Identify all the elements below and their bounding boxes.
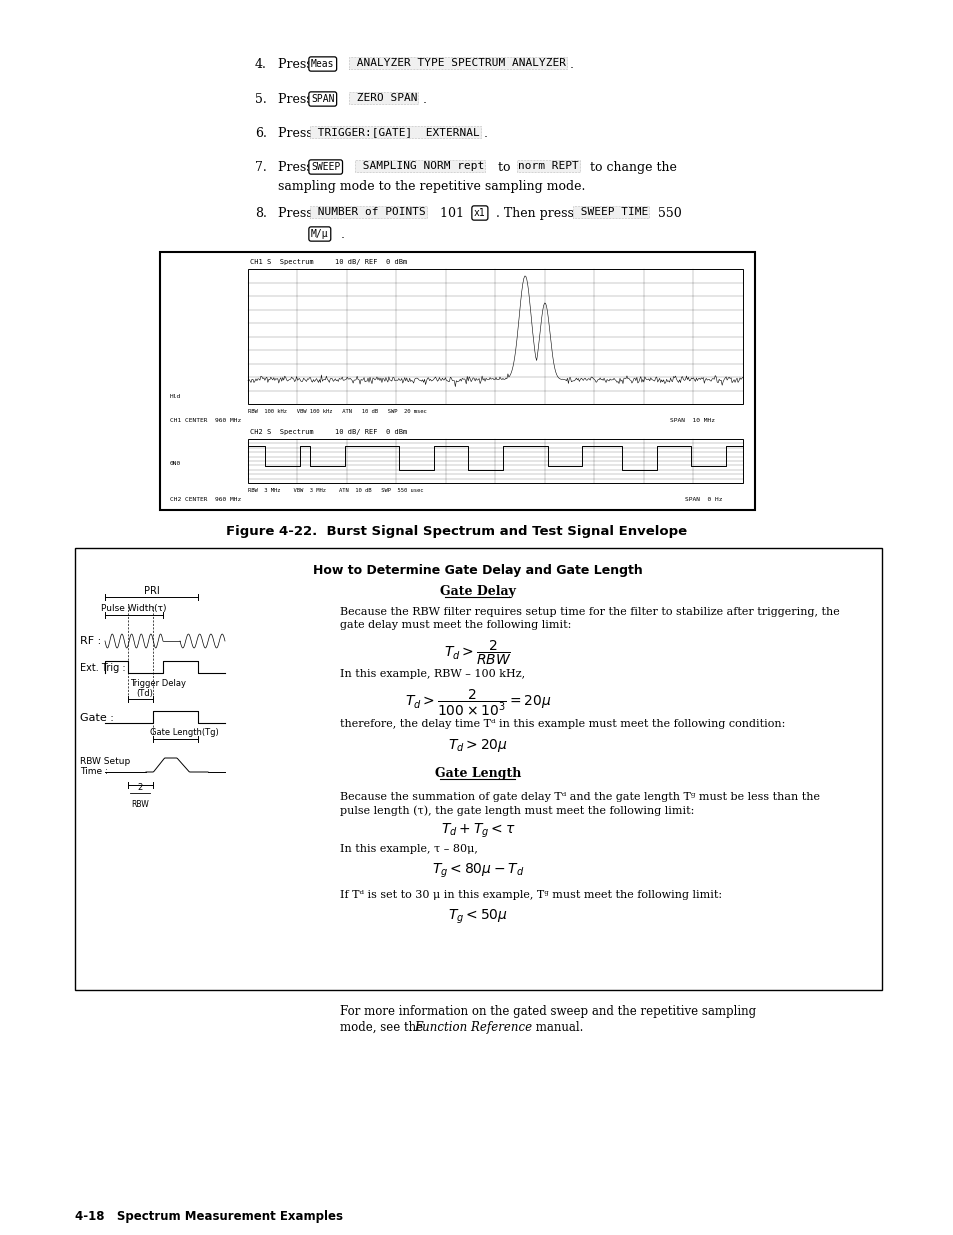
- Text: x1: x1: [474, 207, 485, 219]
- Text: gate delay must meet the following limit:: gate delay must meet the following limit…: [339, 620, 571, 630]
- Text: NUMBER of POINTS: NUMBER of POINTS: [311, 207, 425, 217]
- Text: Gate Length(Tg): Gate Length(Tg): [150, 727, 218, 737]
- Text: $T_d + T_g < \tau$: $T_d + T_g < \tau$: [440, 823, 515, 840]
- Text: ANALYZER TYPE SPECTRUM ANALYZER: ANALYZER TYPE SPECTRUM ANALYZER: [350, 58, 565, 68]
- Text: SWEEP TIME: SWEEP TIME: [574, 207, 648, 217]
- Text: pulse length (τ), the gate length must meet the following limit:: pulse length (τ), the gate length must m…: [339, 805, 694, 815]
- Text: mode, see the: mode, see the: [339, 1021, 426, 1034]
- Bar: [248, 438, 742, 483]
- Text: M/μ: M/μ: [311, 228, 328, 240]
- Bar: [248, 269, 742, 404]
- Text: manual.: manual.: [532, 1021, 583, 1034]
- Text: .: .: [483, 127, 488, 140]
- Text: $T_d > \dfrac{2}{RBW}$: $T_d > \dfrac{2}{RBW}$: [444, 638, 511, 667]
- Text: 550: 550: [654, 207, 681, 220]
- Text: Gate Length: Gate Length: [435, 767, 520, 781]
- Text: CH1 CENTER  960 MHz: CH1 CENTER 960 MHz: [170, 417, 241, 424]
- Text: SWEEP: SWEEP: [311, 162, 340, 172]
- Text: 6.: 6.: [254, 127, 267, 140]
- Text: 8.: 8.: [254, 207, 267, 220]
- Text: Figure 4-22.  Burst Signal Spectrum and Test Signal Envelope: Figure 4-22. Burst Signal Spectrum and T…: [226, 525, 687, 538]
- Text: Time :: Time :: [80, 767, 108, 777]
- Text: RBW: RBW: [131, 800, 149, 809]
- Text: If Tᵈ is set to 30 μ in this example, Tᵍ must meet the following limit:: If Tᵈ is set to 30 μ in this example, Tᵍ…: [339, 890, 721, 900]
- Text: . Then press: . Then press: [496, 207, 578, 220]
- Text: 0N0: 0N0: [170, 461, 181, 466]
- Text: Press: Press: [277, 207, 316, 220]
- Text: Press: Press: [277, 127, 316, 140]
- Text: 101: 101: [436, 207, 468, 220]
- Text: Gate Delay: Gate Delay: [439, 585, 516, 598]
- Text: .: .: [422, 93, 427, 106]
- Text: Ext. Trig :: Ext. Trig :: [80, 663, 126, 673]
- Text: 5.: 5.: [254, 93, 267, 106]
- Text: SPAN  10 MHz: SPAN 10 MHz: [669, 417, 714, 424]
- Text: ZERO SPAN: ZERO SPAN: [350, 93, 417, 103]
- Text: (Td): (Td): [136, 689, 152, 698]
- Text: to: to: [494, 161, 514, 174]
- Text: RBW  3 MHz    VBW  3 MHz    ATN  10 dB   SWP  550 usec: RBW 3 MHz VBW 3 MHz ATN 10 dB SWP 550 us…: [248, 488, 423, 493]
- Text: Trigger Delay: Trigger Delay: [130, 679, 186, 688]
- Text: Because the RBW filter requires setup time for the filter to stabilize after tri: Because the RBW filter requires setup ti…: [339, 606, 839, 618]
- Text: In this example, RBW – 100 kHz,: In this example, RBW – 100 kHz,: [339, 669, 524, 679]
- Text: SAMPLING NORM rept: SAMPLING NORM rept: [355, 161, 484, 170]
- Text: $T_g < 50\mu$: $T_g < 50\mu$: [448, 908, 507, 926]
- Text: How to Determine Gate Delay and Gate Length: How to Determine Gate Delay and Gate Len…: [313, 564, 642, 577]
- Text: Press: Press: [277, 161, 316, 174]
- Text: 7.: 7.: [254, 161, 267, 174]
- Text: PRI: PRI: [144, 585, 160, 597]
- Text: $T_g < 80\mu - T_d$: $T_g < 80\mu - T_d$: [432, 862, 523, 881]
- Text: norm REPT: norm REPT: [517, 161, 578, 170]
- Text: sampling mode to the repetitive sampling mode.: sampling mode to the repetitive sampling…: [277, 180, 585, 193]
- Text: CH1 S  Spectrum     10 dB/ REF  0 dBm: CH1 S Spectrum 10 dB/ REF 0 dBm: [250, 259, 407, 266]
- Text: RBW  100 kHz   VBW 100 kHz   ATN   10 dB   SWP  20 msec: RBW 100 kHz VBW 100 kHz ATN 10 dB SWP 20…: [248, 409, 426, 414]
- Text: SPAN  0 Hz: SPAN 0 Hz: [684, 496, 721, 501]
- Text: to change the: to change the: [585, 161, 677, 174]
- Text: Meas: Meas: [311, 59, 335, 69]
- Text: $T_d > \dfrac{2}{100 \times 10^3} = 20\mu$: $T_d > \dfrac{2}{100 \times 10^3} = 20\m…: [404, 687, 551, 718]
- Text: Press: Press: [277, 58, 316, 70]
- Text: RBW Setup: RBW Setup: [80, 757, 131, 766]
- Text: Pulse Width(τ): Pulse Width(τ): [101, 604, 167, 613]
- Text: Because the summation of gate delay Tᵈ and the gate length Tᵍ must be less than : Because the summation of gate delay Tᵈ a…: [339, 792, 820, 802]
- Text: In this example, τ – 80μ,: In this example, τ – 80μ,: [339, 844, 477, 853]
- Text: Hld: Hld: [170, 394, 181, 399]
- Text: Press: Press: [277, 93, 316, 106]
- Text: .: .: [569, 58, 574, 70]
- Text: For more information on the gated sweep and the repetitive sampling: For more information on the gated sweep …: [339, 1005, 756, 1018]
- Text: Function Reference: Function Reference: [414, 1021, 532, 1034]
- Text: .: .: [340, 228, 345, 241]
- Text: RF :: RF :: [80, 636, 101, 646]
- Text: 2: 2: [137, 783, 143, 792]
- Text: CH2 S  Spectrum     10 dB/ REF  0 dBm: CH2 S Spectrum 10 dB/ REF 0 dBm: [250, 429, 407, 435]
- Text: Gate :: Gate :: [80, 713, 113, 722]
- Bar: [75, 548, 882, 990]
- Text: SPAN: SPAN: [311, 94, 335, 104]
- Text: therefore, the delay time Tᵈ in this example must meet the following condition:: therefore, the delay time Tᵈ in this exa…: [339, 719, 784, 729]
- Text: 4.: 4.: [254, 58, 267, 70]
- Text: CH2 CENTER  960 MHz: CH2 CENTER 960 MHz: [170, 496, 241, 501]
- Bar: [160, 252, 754, 510]
- Text: TRIGGER:[GATE]  EXTERNAL: TRIGGER:[GATE] EXTERNAL: [311, 127, 479, 137]
- Text: $T_d > 20\mu$: $T_d > 20\mu$: [448, 737, 507, 755]
- Text: 4-18   Spectrum Measurement Examples: 4-18 Spectrum Measurement Examples: [75, 1210, 343, 1223]
